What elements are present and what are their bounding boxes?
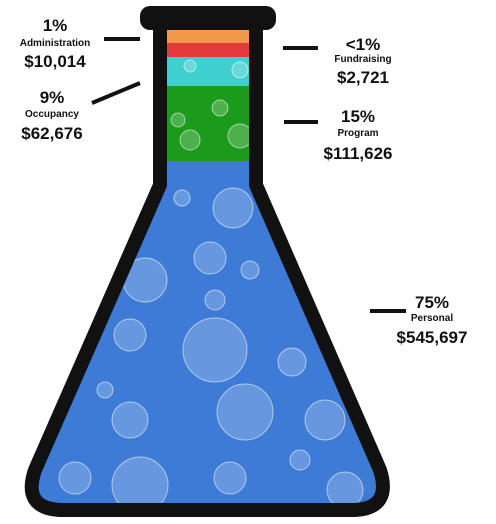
- percent: 9%: [40, 88, 65, 107]
- percent: 15%: [341, 107, 375, 126]
- name: Administration: [20, 38, 91, 49]
- name: Fundraising: [334, 54, 391, 65]
- amount: $2,721: [337, 68, 389, 87]
- name: Personal: [411, 313, 453, 324]
- amount: $545,697: [397, 328, 468, 347]
- name: Program: [337, 128, 378, 139]
- liquid: [0, 30, 496, 513]
- percent: 75%: [415, 293, 449, 312]
- infographic: 1% Administration $10,014 <1% Fundraisin…: [0, 0, 496, 524]
- amount: $10,014: [24, 52, 86, 71]
- percent: 1%: [43, 16, 68, 35]
- flask-cap: [140, 6, 276, 30]
- percent: <1%: [346, 35, 381, 54]
- name: Occupancy: [25, 109, 79, 120]
- amount: $111,626: [323, 144, 392, 163]
- amount: $62,676: [21, 124, 82, 143]
